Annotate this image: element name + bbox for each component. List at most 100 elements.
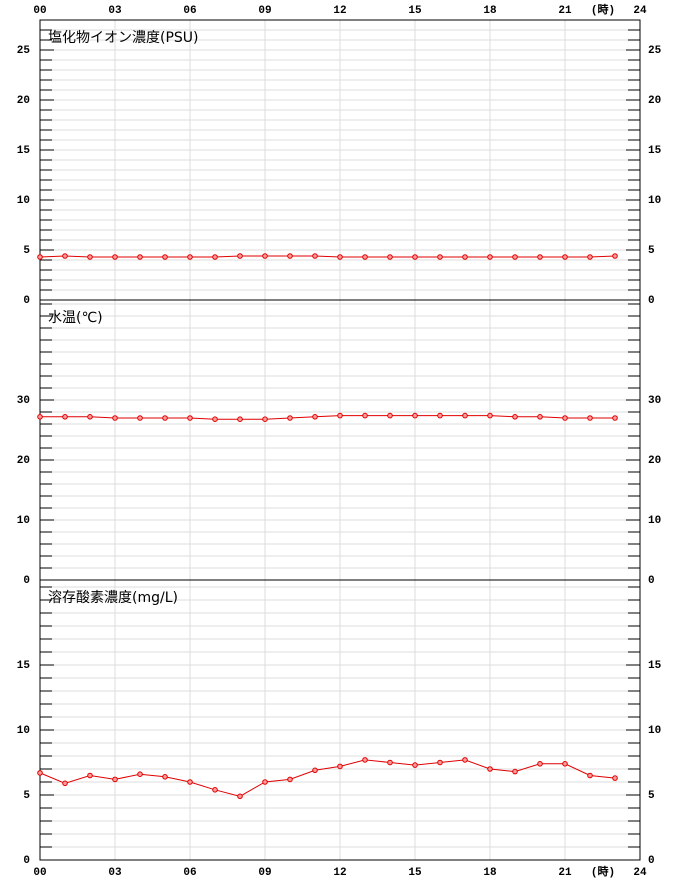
- y-tick-label: 25: [17, 45, 31, 57]
- panel-title: 溶存酸素濃度(mg/L): [48, 590, 178, 606]
- y-tick-label: 15: [17, 145, 31, 157]
- x-tick-label: 12: [333, 5, 346, 17]
- data-point: [212, 254, 218, 260]
- y-tick-label: 15: [17, 660, 31, 672]
- data-point: [312, 767, 318, 774]
- y-tick-label: 0: [648, 295, 655, 307]
- x-tick-label: 03: [108, 867, 122, 879]
- data-point: [587, 254, 593, 260]
- data-point: [387, 759, 393, 766]
- x-tick-label: 18: [483, 5, 497, 17]
- data-point: [187, 254, 193, 260]
- y-tick-label: 10: [17, 725, 30, 737]
- data-point: [562, 760, 568, 767]
- data-point: [112, 254, 118, 260]
- x-tick-label: 09: [258, 867, 271, 879]
- data-point: [287, 776, 293, 783]
- y-tick-label: 10: [17, 195, 30, 207]
- data-point: [287, 415, 293, 421]
- data-point: [87, 772, 93, 779]
- data-point: [337, 763, 343, 770]
- data-point: [262, 253, 268, 259]
- data-point: [62, 414, 68, 420]
- y-tick-label: 10: [648, 725, 661, 737]
- x-tick-label: 21: [558, 867, 572, 879]
- y-tick-label: 5: [648, 790, 655, 802]
- data-point: [37, 414, 43, 420]
- data-point: [362, 757, 368, 763]
- data-point: [87, 414, 93, 420]
- data-point: [487, 254, 493, 260]
- data-point: [162, 415, 168, 421]
- data-point: [337, 412, 343, 419]
- y-tick-label: 20: [17, 455, 30, 467]
- y-tick-label: 10: [648, 515, 661, 527]
- x-tick-label: 21: [558, 5, 572, 17]
- data-point: [387, 412, 393, 419]
- data-point: [137, 254, 143, 260]
- data-point: [412, 762, 418, 768]
- data-point: [237, 253, 243, 259]
- x-tick-label: 24: [633, 5, 647, 17]
- y-tick-label: 0: [23, 575, 30, 587]
- x-tick-label: 12: [333, 867, 346, 879]
- data-point: [612, 415, 618, 421]
- data-point: [37, 254, 43, 260]
- data-point: [137, 771, 143, 777]
- x-tick-label: 18: [483, 867, 497, 879]
- y-tick-label: 20: [17, 95, 30, 107]
- y-tick-label: 0: [648, 855, 655, 867]
- data-point: [462, 254, 468, 260]
- data-point: [337, 254, 343, 260]
- panel-title: 塩化物イオン濃度(PSU): [48, 30, 199, 46]
- data-point: [437, 759, 443, 766]
- y-tick-label: 30: [648, 395, 661, 407]
- x-tick-label: 15: [408, 867, 422, 879]
- data-point: [437, 412, 443, 419]
- y-tick-label: 5: [23, 245, 30, 257]
- data-point: [487, 766, 493, 772]
- panel-title: 水温(℃): [48, 310, 103, 326]
- data-point: [537, 254, 543, 260]
- data-point: [512, 768, 518, 775]
- data-point: [212, 786, 218, 793]
- data-point: [512, 254, 518, 260]
- x-tick-label: 00: [33, 5, 46, 17]
- data-point: [187, 415, 193, 421]
- data-point: [587, 415, 593, 421]
- x-tick-label: 15: [408, 5, 422, 17]
- data-point: [137, 415, 143, 421]
- data-point: [262, 416, 268, 423]
- y-tick-label: 15: [648, 660, 662, 672]
- data-point: [537, 760, 543, 767]
- y-tick-label: 5: [648, 245, 655, 257]
- data-point: [587, 772, 593, 779]
- x-unit: (時): [591, 2, 615, 17]
- data-point: [37, 770, 43, 776]
- data-line: [39, 759, 616, 797]
- data-point: [462, 412, 468, 419]
- y-tick-label: 10: [17, 515, 30, 527]
- data-point: [262, 779, 268, 785]
- x-tick-label: 03: [108, 5, 122, 17]
- x-tick-label: 06: [183, 5, 196, 17]
- data-point: [437, 254, 443, 260]
- data-point: [112, 776, 118, 783]
- data-point: [312, 414, 318, 420]
- data-point: [412, 412, 418, 419]
- data-point: [62, 780, 68, 787]
- data-line: [39, 255, 616, 258]
- x-tick-label: 00: [33, 867, 46, 879]
- data-point: [187, 779, 193, 785]
- data-point: [87, 254, 93, 260]
- x-unit: (時): [591, 864, 615, 879]
- data-point: [387, 254, 393, 260]
- data-point: [412, 254, 418, 260]
- data-point: [312, 253, 318, 259]
- data-point: [212, 416, 218, 423]
- data-point: [112, 415, 118, 421]
- data-point: [562, 415, 568, 421]
- y-tick-label: 15: [648, 145, 662, 157]
